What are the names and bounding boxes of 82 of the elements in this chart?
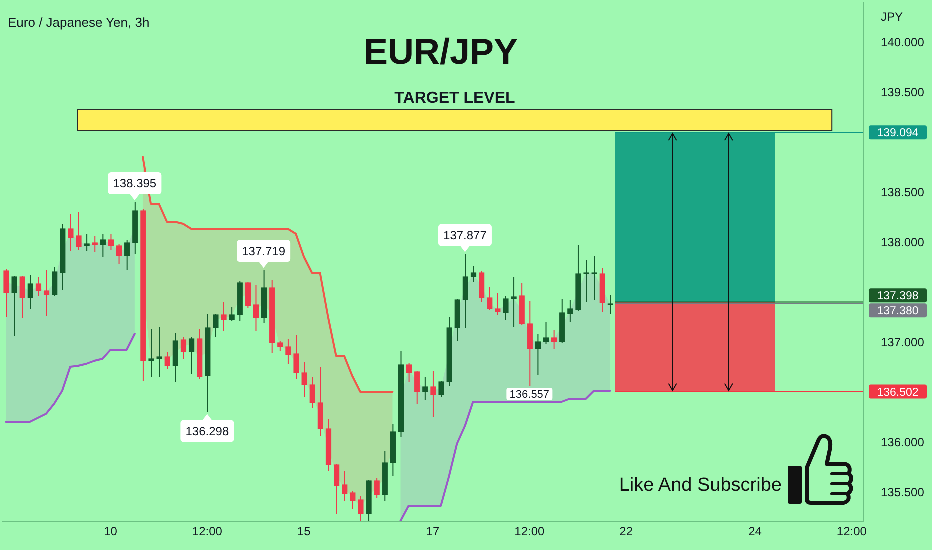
annotation: Like And Subscribe bbox=[619, 475, 782, 496]
candlestick bbox=[568, 300, 574, 322]
x-tick-label: 10 bbox=[104, 524, 118, 539]
candlestick bbox=[12, 276, 18, 336]
candlestick bbox=[4, 268, 10, 318]
candlestick bbox=[302, 362, 308, 398]
candlestick bbox=[84, 234, 90, 252]
candlestick bbox=[294, 334, 300, 380]
candlestick bbox=[462, 254, 468, 328]
candlestick bbox=[487, 286, 493, 310]
y-tick-label: 139.500 bbox=[881, 85, 925, 100]
candlestick bbox=[592, 256, 598, 300]
x-tick-label: 12:00 bbox=[514, 524, 546, 539]
annotation: 137.877 bbox=[444, 228, 488, 242]
candlestick bbox=[470, 266, 477, 282]
annotation: 136.557 bbox=[510, 389, 550, 402]
candlestick bbox=[156, 326, 162, 378]
ref-line-label: 137.380 bbox=[877, 306, 919, 318]
candlestick bbox=[76, 212, 82, 250]
candlestick bbox=[310, 376, 316, 408]
candlestick bbox=[334, 464, 340, 514]
candlestick bbox=[438, 380, 444, 398]
candlestick bbox=[164, 352, 170, 370]
candlestick bbox=[28, 274, 34, 310]
x-tick-label: 22 bbox=[620, 524, 634, 539]
candlestick bbox=[535, 334, 541, 376]
candlestick bbox=[253, 284, 260, 332]
candlestick bbox=[148, 328, 154, 378]
candlestick bbox=[374, 478, 380, 498]
y-tick-label: 136.000 bbox=[881, 435, 925, 450]
candlestick bbox=[406, 362, 412, 382]
ref-line-label: 139.094 bbox=[877, 128, 920, 140]
candlestick bbox=[213, 314, 219, 338]
annotation: 138.395 bbox=[113, 176, 157, 191]
candlestick bbox=[503, 296, 509, 320]
candlestick bbox=[36, 276, 42, 296]
candlestick bbox=[511, 276, 517, 328]
x-tick-label: 24 bbox=[748, 524, 762, 539]
text: Euro / Japanese Yen, 3h bbox=[8, 15, 150, 30]
x-tick-label: 12:00 bbox=[192, 524, 223, 539]
candlestick bbox=[180, 336, 187, 360]
ref-line-label: 137.398 bbox=[877, 290, 919, 303]
candlestick bbox=[552, 330, 558, 350]
candlestick bbox=[92, 236, 98, 252]
y-tick-label: 137.000 bbox=[881, 335, 925, 350]
y-tick-label: 138.000 bbox=[881, 235, 925, 250]
candlestick bbox=[124, 240, 130, 270]
x-tick-label: 17 bbox=[426, 524, 440, 539]
annotation: 136.298 bbox=[186, 424, 230, 438]
candlestick bbox=[495, 292, 501, 316]
candlestick bbox=[108, 234, 114, 250]
ref-line-label: 136.502 bbox=[877, 386, 919, 399]
candlestick bbox=[286, 338, 292, 364]
y-tick-label: 138.500 bbox=[881, 185, 925, 200]
candlestick bbox=[44, 270, 50, 316]
candlestick bbox=[430, 370, 436, 418]
candlestick bbox=[100, 234, 106, 258]
candlestick bbox=[116, 244, 122, 264]
candlestick bbox=[188, 336, 195, 374]
y-axis-title: JPY bbox=[881, 10, 904, 24]
candlestick bbox=[422, 376, 428, 400]
candlestick bbox=[414, 370, 420, 404]
candlestick bbox=[68, 214, 74, 252]
candlestick bbox=[221, 302, 227, 332]
candlestick bbox=[245, 282, 251, 308]
candlestick bbox=[342, 470, 348, 502]
candlestick bbox=[229, 306, 235, 322]
candlestick bbox=[52, 266, 58, 296]
candlestick bbox=[278, 340, 284, 352]
candlestick bbox=[350, 490, 356, 510]
candlestick bbox=[543, 322, 550, 344]
x-tick-label: 12:00 bbox=[836, 524, 868, 539]
text: EUR/JPY bbox=[364, 31, 518, 72]
candlestick bbox=[20, 276, 26, 318]
candlestick bbox=[584, 260, 590, 302]
candlestick bbox=[358, 496, 364, 522]
band-label: TARGET LEVEL bbox=[394, 90, 516, 107]
y-tick-label: 140.000 bbox=[881, 35, 925, 50]
annotation: 137.719 bbox=[242, 244, 286, 258]
x-tick-label: 15 bbox=[297, 524, 312, 539]
y-tick-label: 135.500 bbox=[881, 485, 925, 500]
candlestick bbox=[608, 294, 614, 314]
